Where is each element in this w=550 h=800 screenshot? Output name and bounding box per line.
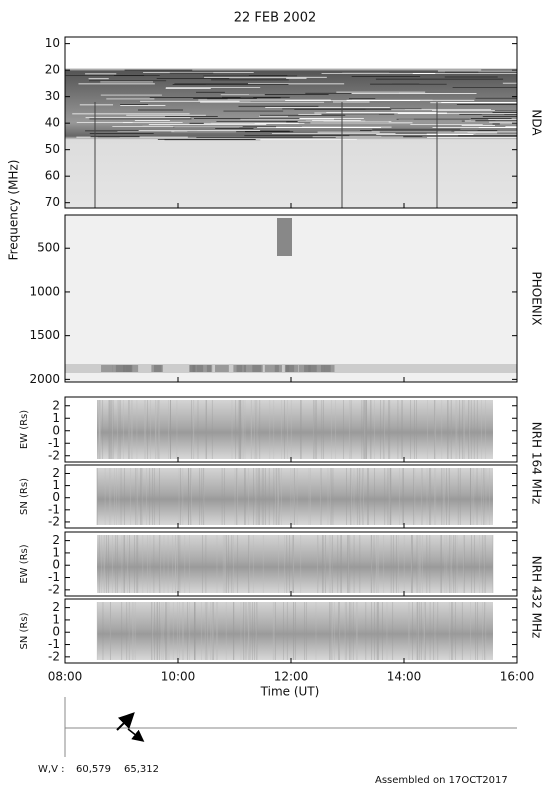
texture — [269, 365, 282, 372]
y-tick-label: 0 — [52, 423, 60, 437]
panel-label: PHOENIX — [530, 271, 544, 325]
texture — [189, 365, 196, 372]
instrument-label: NRH 432 MHz — [530, 556, 544, 639]
instrument-label: NRH 164 MHz — [530, 422, 544, 505]
texture — [196, 365, 213, 372]
texture — [215, 365, 229, 372]
y-tick-label: 20 — [45, 63, 60, 77]
y-tick-label: 1000 — [29, 284, 60, 298]
y-tick-label: -2 — [48, 649, 60, 663]
y-tick-label: 40 — [45, 116, 60, 130]
y-tick-label: 1 — [52, 478, 60, 492]
y-tick-label: 1500 — [29, 328, 60, 342]
wv-value: 65,312 — [124, 764, 159, 775]
y-tick-label: 60 — [45, 169, 60, 183]
texture — [284, 365, 290, 372]
y-tick-label: 1 — [52, 545, 60, 559]
y-tick-label: 2 — [52, 533, 60, 547]
texture — [243, 365, 249, 372]
title: 22 FEB 2002 — [234, 11, 317, 26]
texture — [286, 365, 295, 372]
y-tick-label: -2 — [48, 448, 60, 462]
y-tick-label: 70 — [45, 195, 60, 209]
y-axis-label: Frequency (MHz) — [7, 160, 21, 261]
texture — [101, 365, 113, 372]
x-axis-label: Time (UT) — [260, 685, 320, 699]
y-tick-label: 2 — [52, 466, 60, 480]
y-tick-label: -1 — [48, 436, 60, 450]
texture — [154, 365, 163, 372]
arrow — [116, 712, 135, 731]
y-tick-label: 2 — [52, 600, 60, 614]
y-tick-label: 50 — [45, 142, 60, 156]
y-tick-label: 2 — [52, 398, 60, 412]
texture — [206, 365, 212, 372]
y-tick-label: 0 — [52, 625, 60, 639]
panel-y-label: SN (Rs) — [19, 612, 30, 649]
texture — [115, 365, 126, 372]
y-tick-label: 500 — [37, 241, 60, 255]
wv-label: W,V : — [38, 764, 64, 775]
texture — [126, 365, 133, 372]
y-tick-label: 1 — [52, 612, 60, 626]
y-tick-label: -2 — [48, 514, 60, 528]
y-tick-label: 10 — [45, 36, 60, 50]
panel-y-label: EW (Rs) — [19, 544, 30, 583]
texture — [324, 365, 335, 372]
y-tick-label: 1 — [52, 411, 60, 425]
y-tick-label: -1 — [48, 637, 60, 651]
x-tick-label: 10:00 — [161, 670, 196, 684]
spectrogram — [97, 400, 493, 459]
x-tick-label: 14:00 — [387, 670, 422, 684]
panel-label: NDA — [530, 109, 544, 136]
y-tick-label: -1 — [48, 502, 60, 516]
y-tick-label: -2 — [48, 582, 60, 596]
panel-y-label: EW (Rs) — [19, 410, 30, 449]
texture — [233, 365, 247, 372]
arrow — [127, 728, 145, 742]
spectrogram — [97, 535, 493, 593]
y-tick-label: 0 — [52, 558, 60, 572]
texture — [248, 365, 263, 372]
texture — [192, 365, 204, 372]
texture — [264, 365, 270, 372]
footer: Assembled on 17OCT2017 — [375, 775, 508, 786]
x-tick-label: 08:00 — [48, 670, 83, 684]
panel-y-label: SN (Rs) — [19, 478, 30, 515]
y-tick-label: -1 — [48, 570, 60, 584]
wv-value: 60,579 — [76, 764, 111, 775]
y-tick-label: 2000 — [29, 372, 60, 386]
x-tick-label: 12:00 — [274, 670, 309, 684]
spectrogram — [97, 468, 493, 525]
texture — [277, 218, 292, 256]
x-tick-label: 16:00 — [500, 670, 535, 684]
y-tick-label: 30 — [45, 89, 60, 103]
y-tick-label: 0 — [52, 490, 60, 504]
texture — [298, 365, 311, 372]
